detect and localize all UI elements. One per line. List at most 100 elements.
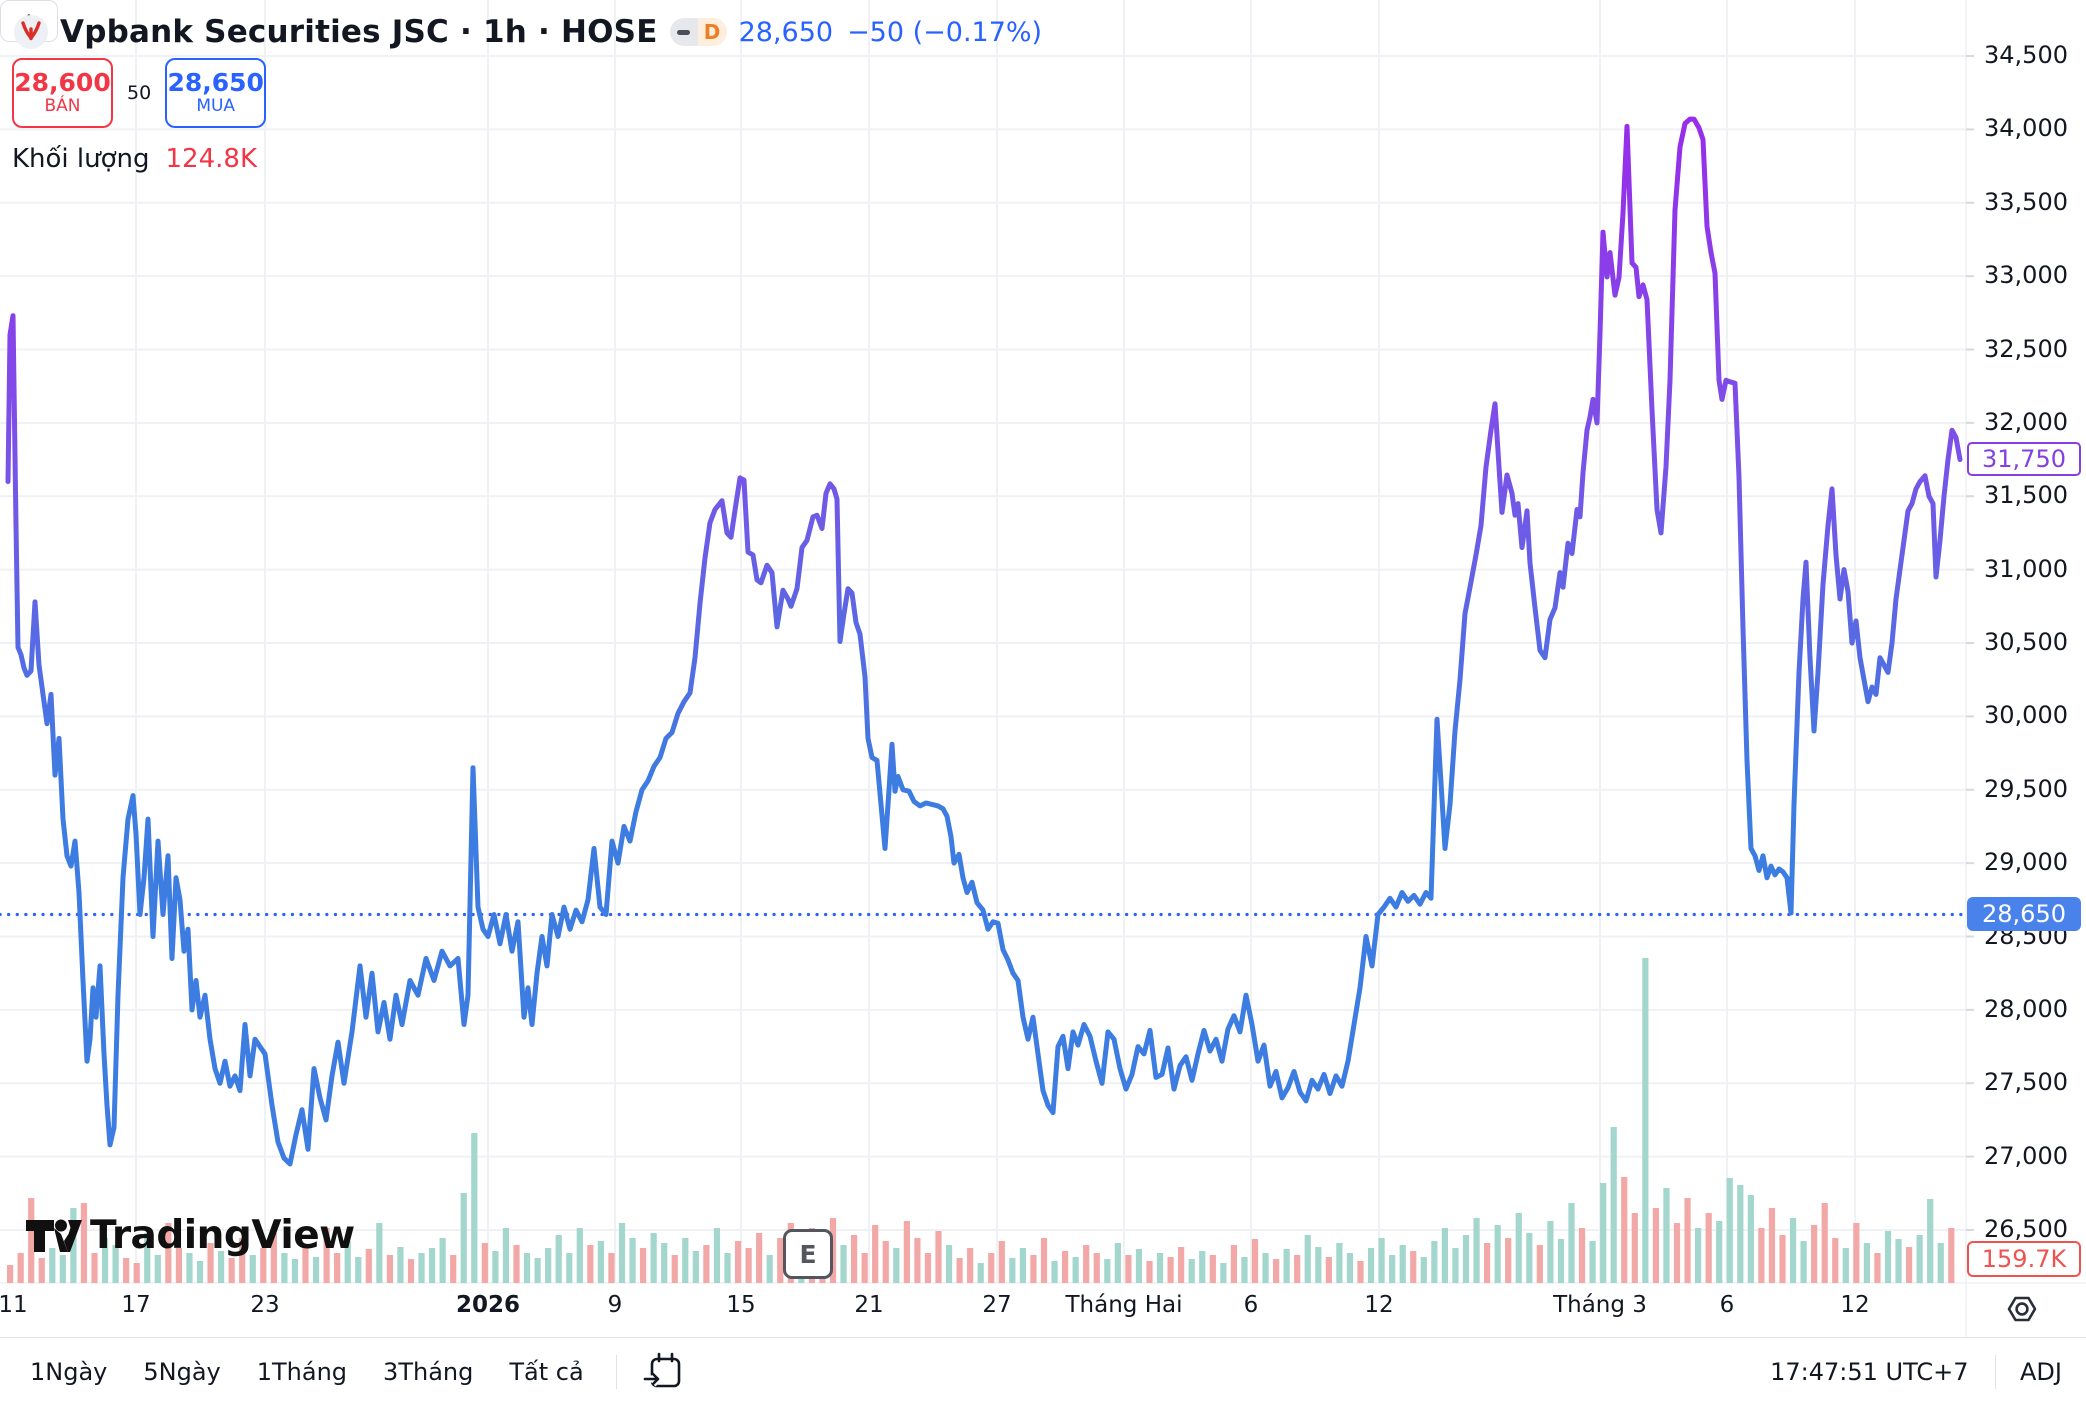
sell-button[interactable]: 28,600 BÁN bbox=[12, 58, 113, 128]
x-axis-tick-label[interactable]: 12 bbox=[1840, 1292, 1870, 1318]
volume-bar bbox=[312, 1257, 320, 1283]
volume-bar bbox=[281, 1253, 288, 1283]
x-axis-tick-label[interactable]: 2026 bbox=[455, 1292, 521, 1318]
volume-bar bbox=[1863, 1243, 1870, 1283]
scale-settings-button[interactable] bbox=[1999, 1289, 2043, 1333]
calendar-goto-icon bbox=[643, 1352, 681, 1388]
x-axis-tick-label[interactable]: 6 bbox=[1243, 1292, 1259, 1318]
volume-bar bbox=[344, 1241, 351, 1283]
x-axis-tick-label[interactable]: 9 bbox=[607, 1292, 623, 1318]
tradingview-logo[interactable]: TradingView bbox=[24, 1212, 355, 1258]
x-axis-tick-label[interactable]: Tháng 3 bbox=[1553, 1292, 1647, 1318]
volume-bar bbox=[1568, 1203, 1575, 1283]
goto-date-button[interactable] bbox=[643, 1351, 685, 1393]
volume-bar bbox=[1283, 1249, 1290, 1283]
volume-bar bbox=[376, 1223, 383, 1283]
volume-bar bbox=[534, 1258, 541, 1283]
x-axis-tick-label[interactable]: 6 bbox=[1719, 1292, 1735, 1318]
volume-bar bbox=[1547, 1221, 1554, 1283]
volume-bar bbox=[1188, 1259, 1195, 1283]
volume-bar bbox=[1357, 1261, 1364, 1283]
volume-bar bbox=[1779, 1235, 1786, 1283]
volume-bar bbox=[777, 1238, 784, 1283]
x-axis-tick-label[interactable]: 17 bbox=[121, 1292, 151, 1318]
volume-bar bbox=[239, 1238, 246, 1283]
volume-bar bbox=[91, 1253, 98, 1283]
volume-bar bbox=[429, 1248, 436, 1283]
volume-bar bbox=[1083, 1245, 1090, 1283]
volume-bar bbox=[1378, 1238, 1385, 1283]
tradingview-icon bbox=[26, 1219, 82, 1252]
hide-series-segment[interactable] bbox=[669, 18, 698, 46]
x-axis-tick-label[interactable]: 23 bbox=[250, 1292, 280, 1318]
volume-bar bbox=[1673, 1223, 1681, 1283]
y-axis-tick-label: 32,000 bbox=[1984, 407, 2068, 436]
x-axis-tick-label[interactable]: Tháng Hai bbox=[1065, 1292, 1183, 1318]
volume-bar bbox=[956, 1258, 963, 1283]
symbol-logo[interactable] bbox=[14, 15, 48, 49]
volume-bar bbox=[386, 1255, 393, 1283]
range-3month-button[interactable]: 3Tháng bbox=[383, 1358, 474, 1386]
volume-bar bbox=[218, 1251, 225, 1283]
range-5day-button[interactable]: 5Ngày bbox=[143, 1358, 221, 1386]
volume-bar bbox=[1484, 1243, 1491, 1283]
volume-bar bbox=[407, 1259, 415, 1283]
volume-bar bbox=[618, 1223, 626, 1283]
volume-bar bbox=[745, 1248, 752, 1283]
volume-bar bbox=[566, 1253, 573, 1283]
volume-bar bbox=[1684, 1198, 1691, 1283]
volume-bar bbox=[608, 1253, 615, 1283]
x-axis-tick-label[interactable]: 11 bbox=[0, 1292, 28, 1318]
adjusted-data-toggle[interactable]: ADJ bbox=[2020, 1358, 2062, 1386]
volume-bar bbox=[112, 1245, 119, 1283]
x-axis-tick-label[interactable]: 12 bbox=[1364, 1292, 1394, 1318]
volume-bar bbox=[1821, 1203, 1828, 1283]
earnings-marker[interactable]: E bbox=[783, 1229, 833, 1279]
volume-bar bbox=[893, 1248, 900, 1283]
volume-bar bbox=[924, 1253, 932, 1283]
series-visibility-toggle[interactable]: D bbox=[669, 18, 727, 46]
buy-price: 28,650 bbox=[167, 67, 264, 97]
volume-bar bbox=[1884, 1231, 1892, 1283]
volume-bar bbox=[766, 1255, 773, 1283]
range-1day-button[interactable]: 1Ngày bbox=[30, 1358, 108, 1386]
volume-bar bbox=[101, 1238, 109, 1283]
volume-bar bbox=[1695, 1228, 1702, 1283]
volume-bar bbox=[1019, 1248, 1026, 1283]
volume-bar bbox=[1652, 1208, 1659, 1283]
volume-bar bbox=[1441, 1228, 1448, 1283]
y-axis-tick-label: 26,500 bbox=[1984, 1215, 2068, 1243]
volume-bar bbox=[1062, 1251, 1069, 1283]
volume-bar bbox=[249, 1255, 256, 1283]
buy-button[interactable]: 28,650 MUA bbox=[165, 58, 267, 128]
bottom-toolbar: 1Ngày 5Ngày 1Tháng 3Tháng Tất cả 17:47:5… bbox=[0, 1337, 2086, 1406]
volume-bar bbox=[945, 1245, 953, 1283]
x-axis-tick-label[interactable]: 21 bbox=[854, 1292, 884, 1318]
clock-timezone-button[interactable]: 17:47:51 UTC+7 bbox=[1770, 1358, 1969, 1386]
volume-bar bbox=[703, 1245, 710, 1283]
volume-bar bbox=[334, 1253, 341, 1283]
volume-bar bbox=[977, 1263, 984, 1283]
interval-badge[interactable]: D bbox=[697, 18, 727, 46]
volume-bar bbox=[260, 1248, 267, 1283]
symbol-title[interactable]: Vpbank Securities JSC · 1h · HOSE bbox=[60, 14, 658, 50]
range-1month-button[interactable]: 1Tháng bbox=[256, 1358, 348, 1386]
range-all-button[interactable]: Tất cả bbox=[509, 1358, 584, 1386]
volume-bar bbox=[692, 1251, 699, 1283]
volume-bar bbox=[1114, 1243, 1121, 1283]
volume-bar bbox=[629, 1238, 636, 1283]
x-axis-tick-label[interactable]: 15 bbox=[726, 1292, 756, 1318]
volume-bar bbox=[1610, 1127, 1617, 1283]
volume-bar bbox=[1789, 1218, 1797, 1283]
volume-bar bbox=[1367, 1248, 1375, 1283]
volume-bar bbox=[196, 1261, 204, 1283]
range-buttons: 1Ngày 5Ngày 1Tháng 3Tháng Tất cả bbox=[0, 1358, 584, 1386]
x-axis-tick-label[interactable]: 27 bbox=[982, 1292, 1012, 1318]
volume-bar bbox=[1747, 1195, 1754, 1283]
volume-bar bbox=[1853, 1223, 1860, 1283]
price-line-series[interactable] bbox=[5, 116, 1963, 1167]
volume-bar bbox=[523, 1253, 531, 1283]
volume-bar bbox=[439, 1238, 446, 1283]
